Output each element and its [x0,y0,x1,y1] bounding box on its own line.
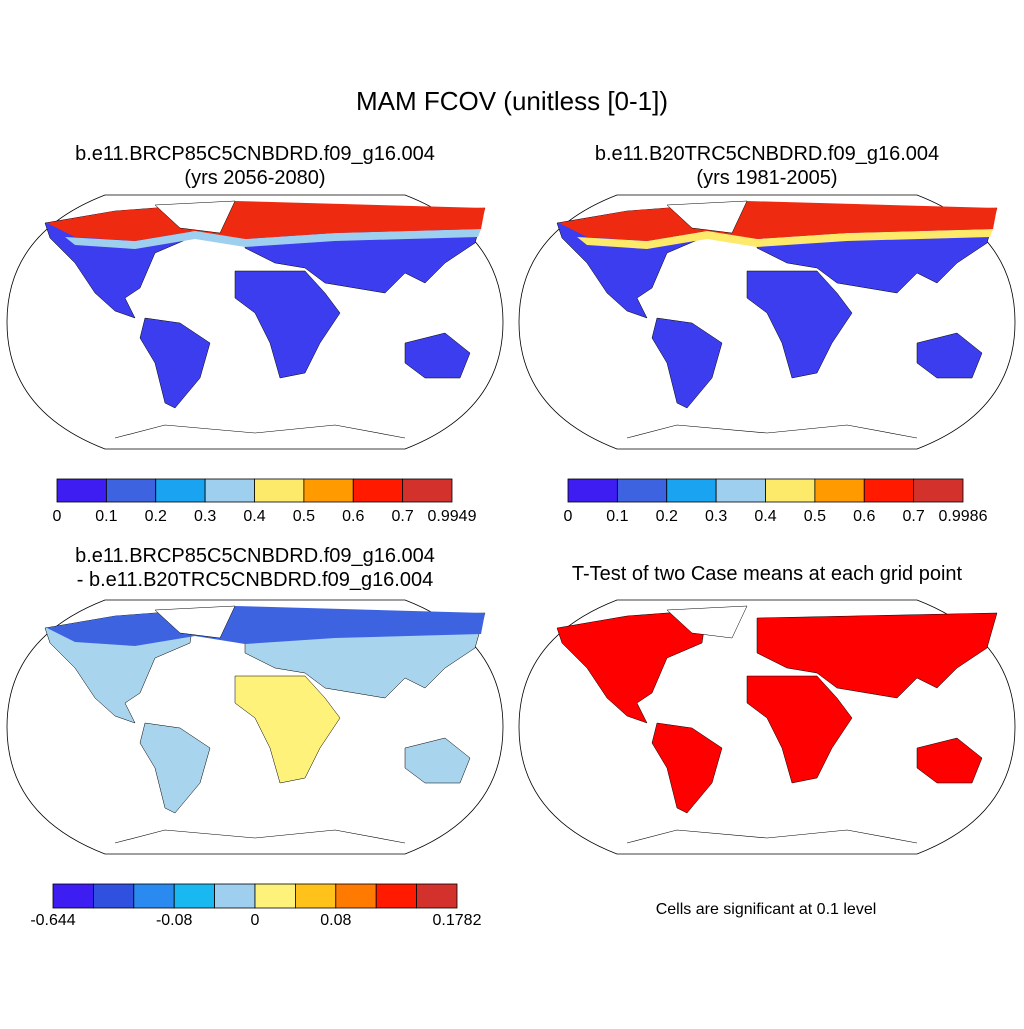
colorbar-label: 0.6 [853,508,875,525]
colorbars: 0 0.1 0.2 0.3 0.4 0.5 0.6 0.7 0.9949 0 0.1 0.2 0.3 0.… [30,478,988,929]
colorbar-label: 0.4 [754,508,776,525]
colorbar-box [352,478,404,503]
panel-note: Cells are significant at 0.1 level [656,901,877,918]
colorbar-box [402,478,453,503]
colorbar-label: 0 [564,508,573,525]
colorbar-label: 0.9986 [939,508,988,525]
colorbar-box [913,478,964,503]
colorbar-box [56,478,107,503]
colorbar-box [863,478,915,503]
colorbar-label: 0.4 [243,508,265,525]
colorbar-label: 0.5 [293,508,315,525]
colorbar-label: 0 [251,912,260,929]
colorbar-label: -0.08 [156,912,193,929]
panel-subtitle: (yrs 1981-2005) [696,167,837,189]
map [6,599,504,855]
colorbar-label: 0.08 [320,912,351,929]
colorbar-label: 0.1 [606,508,628,525]
colorbar-box [155,478,206,503]
colorbar-label: 0.5 [804,508,826,525]
colorbar-box [93,883,135,909]
panel-subtitle: - b.e11.B20TRC5CNBDRD.f09_g16.004 [77,569,433,591]
colorbar-label: 0.2 [145,508,167,525]
colorbar-label: 0.1 [95,508,117,525]
colorbar-label: 0 [53,508,62,525]
panel-subtitle: (yrs 2056-2080) [184,167,325,189]
colorbar-label: 0.9949 [428,508,477,525]
colorbar-box [616,478,668,503]
colorbar-label: 0.7 [903,508,925,525]
colorbar-label: -0.644 [30,912,75,929]
figure-title: MAM FCOV (unitless [0-1]) [356,86,668,116]
colorbar-box [214,883,256,909]
colorbar-box [133,883,175,909]
colorbar-box [294,883,337,909]
colorbar-box [52,883,94,909]
colorbar-box [105,478,157,503]
colorbar-box [765,478,816,503]
panel-title: b.e11.BRCP85C5CNBDRD.f09_g16.004 [75,545,435,567]
colorbar-box [814,478,865,503]
colorbar-label: 0.6 [342,508,364,525]
colorbar-label: 0.3 [705,508,727,525]
map [6,194,504,450]
colorbar-box [416,883,458,909]
colorbar-box [254,478,305,503]
colorbar-label: 0.3 [194,508,216,525]
colorbar-box [254,883,296,909]
colorbar-label: 0.7 [392,508,414,525]
panel-title: b.e11.BRCP85C5CNBDRD.f09_g16.004 [75,143,435,165]
colorbar-box [303,478,354,503]
colorbar-box [375,883,418,909]
colorbar-label: 0.2 [656,508,678,525]
colorbar-box [204,478,255,503]
colorbar-box [715,478,766,503]
colorbar-box [567,478,618,503]
colorbar-label: 0.1782 [433,912,482,929]
panel-title: b.e11.B20TRC5CNBDRD.f09_g16.004 [595,143,939,165]
map [518,599,1016,855]
map [518,194,1016,450]
colorbar-box [666,478,717,503]
panel-title: T-Test of two Case means at each grid po… [572,563,963,585]
colorbar-box [335,883,377,909]
colorbar-box [173,883,215,909]
